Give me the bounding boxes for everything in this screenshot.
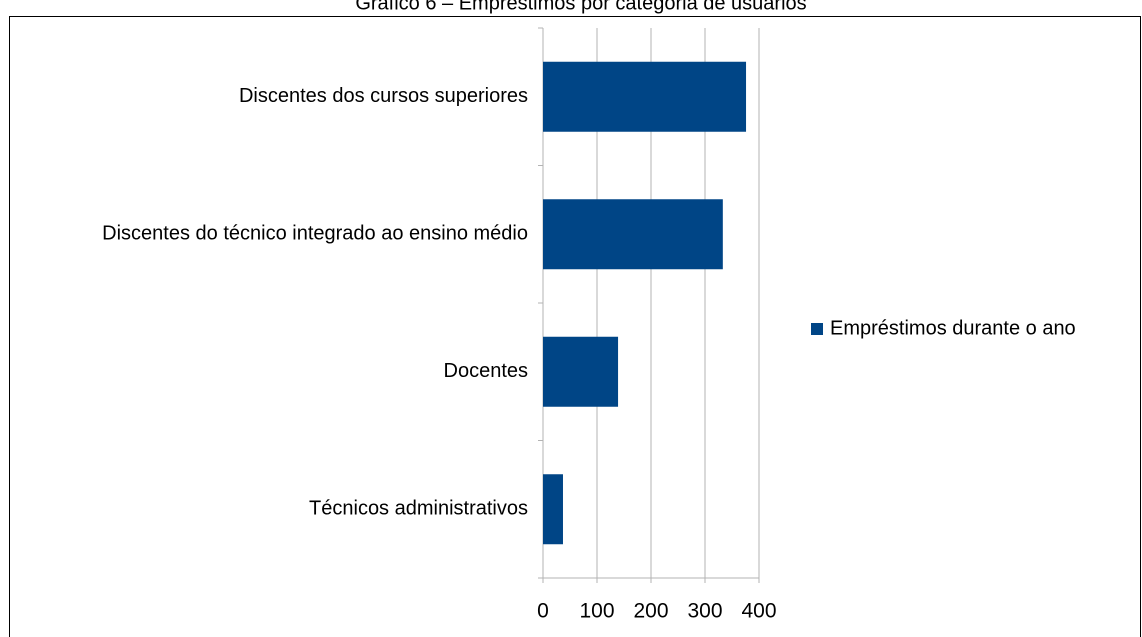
x-tick-label: 100 [579,600,614,623]
y-tick-label: Docentes [444,360,529,382]
chart-title: Gráfico 6 – Empréstimos por categoria de… [355,0,806,14]
x-tick-label: 400 [741,600,776,623]
legend-swatch [811,323,823,335]
bar [543,199,723,270]
x-tick-label: 300 [687,600,722,623]
x-tick-label: 0 [537,600,549,623]
y-tick-label: Discentes dos cursos superiores [239,85,528,107]
y-tick-label: Discentes do técnico integrado ao ensino… [102,223,528,245]
bar [543,474,563,545]
bar [543,336,619,407]
bar [543,61,747,132]
y-tick-label: Técnicos administrativos [309,498,528,520]
x-tick-label: 200 [633,600,668,623]
legend-label: Empréstimos durante o ano [830,317,1076,339]
